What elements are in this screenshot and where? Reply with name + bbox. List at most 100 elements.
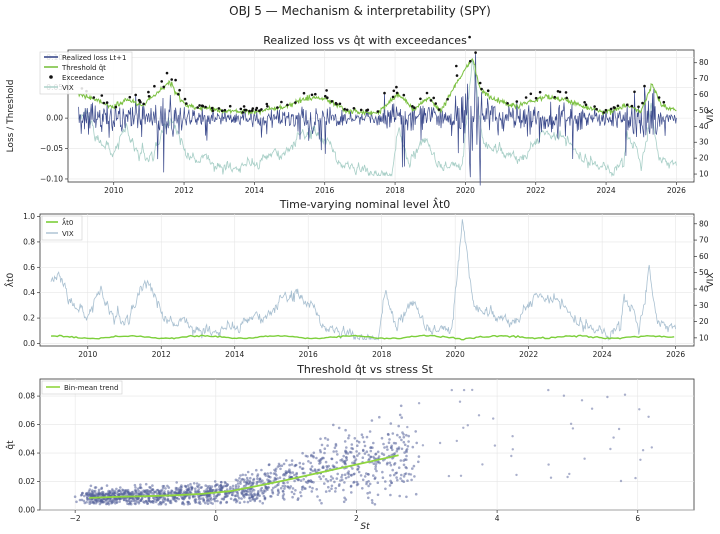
y-tick-label: 1.0: [23, 212, 35, 221]
scatter-point: [225, 495, 228, 498]
scatter-point: [333, 446, 337, 450]
scatter-point: [361, 456, 365, 460]
exceedance-point: [178, 88, 181, 92]
exceedance-point: [486, 89, 490, 92]
y2-tick-label: 20: [699, 154, 709, 163]
scatter-point: [617, 427, 621, 431]
exceedance-point: [637, 105, 640, 109]
scatter-point: [355, 450, 358, 453]
exceedance-point: [641, 101, 644, 105]
legend-vix2-label: VIX: [62, 230, 74, 238]
scatter-point: [151, 484, 154, 487]
scatter-point: [219, 500, 223, 504]
scatter-point: [369, 455, 373, 459]
scatter-point: [272, 472, 276, 475]
scatter-point: [321, 466, 324, 469]
exceedance-point: [114, 105, 118, 109]
scatter-point: [396, 433, 399, 437]
exceedance-point: [100, 94, 104, 97]
exceedance-point: [276, 106, 279, 109]
scatter-point: [366, 492, 369, 495]
scatter-point: [292, 492, 296, 496]
scatter-point: [350, 443, 354, 446]
scatter-point: [324, 436, 327, 440]
scatter-point: [129, 493, 133, 496]
scatter-point: [164, 487, 167, 490]
scatter-point: [387, 433, 390, 436]
exceedance-point: [616, 104, 620, 108]
scatter-point: [75, 500, 78, 504]
scatter-point: [333, 465, 336, 469]
scatter-point: [293, 464, 297, 468]
scatter-point: [328, 489, 331, 493]
scatter-point: [225, 501, 228, 504]
scatter-point: [104, 500, 107, 503]
scatter-point: [216, 492, 220, 496]
scatter-point: [318, 462, 321, 465]
x-tick-label: 2024: [593, 350, 612, 359]
scatter-point: [234, 494, 238, 498]
scatter-point: [220, 485, 224, 488]
scatter-point: [639, 458, 642, 461]
exceedance-point: [302, 91, 306, 95]
exceedance-point: [265, 102, 269, 106]
scatter-point: [115, 500, 118, 504]
scatter-point: [203, 489, 206, 493]
panel2-y2label: VIX: [706, 273, 716, 288]
scatter-point: [380, 436, 384, 440]
scatter-point: [374, 476, 377, 480]
exceedance-point: [376, 110, 380, 113]
scatter-point: [319, 450, 323, 454]
scatter-point: [269, 495, 272, 498]
scatter-point: [400, 416, 404, 419]
scatter-point: [260, 489, 263, 493]
scatter-point: [402, 435, 406, 439]
scatter-point: [340, 475, 343, 479]
panel1-loss-series: [78, 52, 677, 186]
scatter-point: [79, 494, 83, 497]
panel1-grid: [68, 50, 694, 182]
panel-threshold-vs-stress: Threshold q̂t vs stress St −2 0 2 4 6 0.00 0.0…: [5, 363, 695, 532]
scatter-point: [360, 433, 364, 437]
scatter-point: [166, 490, 170, 493]
x-tick-label: 2026: [666, 350, 685, 359]
exceedance-point: [177, 93, 180, 96]
scatter-point: [244, 489, 248, 493]
scatter-point: [297, 497, 300, 500]
scatter-point: [650, 446, 653, 449]
scatter-point: [161, 487, 165, 490]
scatter-point: [247, 493, 251, 497]
panel-nominal-level: Time-varying nominal level λ̂t0 2010 2012…: [3, 197, 716, 359]
scatter-point: [367, 484, 370, 488]
scatter-point: [95, 499, 99, 502]
exceedance-point: [411, 105, 414, 108]
scatter-point: [357, 440, 361, 444]
scatter-point: [73, 495, 77, 499]
scatter-point: [241, 473, 245, 477]
scatter-point: [279, 467, 282, 471]
scatter-point: [132, 499, 136, 503]
scatter-point: [118, 497, 121, 501]
scatter-point: [194, 500, 198, 504]
panel3-legend: Bin-mean trend: [41, 380, 123, 395]
y-tick-label: −0.10: [40, 174, 63, 183]
scatter-point: [249, 476, 252, 480]
scatter-point: [368, 430, 372, 433]
exceedance-point: [242, 105, 246, 108]
exceedance-point: [593, 105, 596, 108]
scatter-point: [148, 485, 151, 489]
scatter-point: [99, 492, 102, 496]
scatter-point: [170, 489, 174, 493]
scatter-point: [388, 461, 392, 465]
scatter-point: [107, 493, 111, 497]
scatter-point: [137, 489, 140, 493]
x-tick-label: 2022: [519, 350, 538, 359]
scatter-point: [301, 485, 305, 489]
scatter-point: [192, 482, 196, 485]
scatter-point: [248, 496, 252, 500]
scatter-point: [612, 436, 615, 439]
scatter-point: [158, 492, 162, 496]
scatter-point: [412, 464, 416, 468]
x-tick-label: 2010: [104, 186, 123, 195]
exceedance-point: [437, 108, 441, 111]
